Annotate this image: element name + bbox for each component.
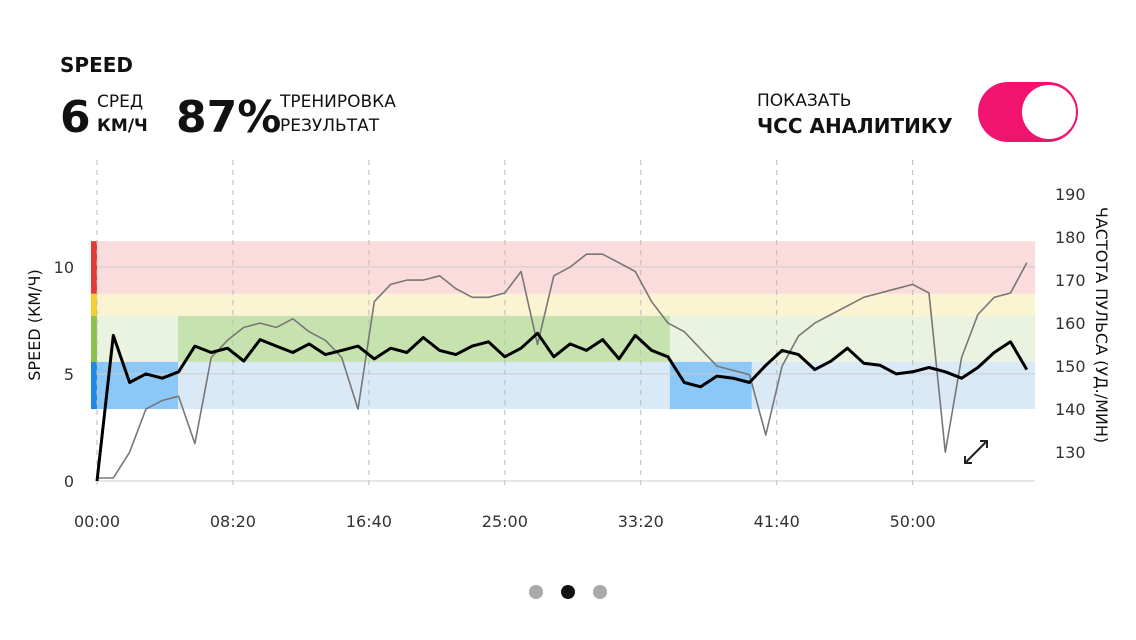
zone-highlight (669, 361, 752, 410)
toggle-knob (1022, 85, 1076, 139)
zone-band (97, 293, 1035, 316)
result-label: РЕЗУЛЬТАТ (280, 116, 380, 136)
y2-tick-label: 180 (1055, 228, 1086, 247)
toggle-label: ЧСС АНАЛИТИКУ (757, 114, 953, 138)
result-label: ТРЕНИРОВКА (279, 92, 396, 112)
zone-strip (91, 241, 97, 294)
toggle[interactable] (978, 82, 1078, 142)
pager-dot[interactable] (529, 585, 543, 599)
y-tick-label: 10 (54, 258, 74, 277)
y2-tick-label: 130 (1055, 443, 1086, 462)
avg-unit: КМ/Ч (97, 116, 148, 136)
expand-arrow (964, 456, 972, 464)
x-tick-label: 25:00 (482, 512, 528, 531)
zone-strip (91, 361, 97, 410)
y-tick-label: 5 (64, 365, 74, 384)
y2-tick-label: 160 (1055, 314, 1086, 333)
x-tick-label: 08:20 (210, 512, 256, 531)
chart: 00:00 08:20 16:40 25:00 33:20 41:40 50:00 0 5 10 1… (25, 160, 1111, 531)
y-tick-label: 0 (64, 472, 74, 491)
zone-strip (91, 293, 97, 316)
series-line (95, 331, 1029, 482)
pager-dot[interactable] (593, 585, 607, 599)
x-tick-label: 41:40 (754, 512, 800, 531)
avg-value: 6 (60, 92, 91, 143)
y2-axis-title: ЧАСТОТА ПУЛЬСА (УД./МИН) (1092, 207, 1111, 443)
zone-band (97, 241, 1035, 294)
series-line (97, 253, 1028, 479)
zone-band (97, 361, 1035, 410)
expand-arrow (980, 440, 988, 448)
x-tick-label: 00:00 (74, 512, 120, 531)
y2-tick-label: 190 (1055, 185, 1086, 204)
result-value: 87% (176, 92, 281, 143)
y2-tick-label: 150 (1055, 357, 1086, 376)
x-tick-label: 16:40 (346, 512, 392, 531)
expand-line (964, 440, 988, 464)
pager (529, 585, 607, 599)
pager-dot[interactable] (561, 585, 575, 599)
zone-strip (91, 315, 97, 362)
y2-tick-label: 170 (1055, 271, 1086, 290)
x-tick-label: 50:00 (890, 512, 936, 531)
metric-title: SPEED (60, 53, 133, 77)
y2-tick-label: 140 (1055, 400, 1086, 419)
expand-icon[interactable] (964, 440, 988, 464)
avg-label: СРЕД (97, 92, 143, 112)
toggle-label: ПОКАЗАТЬ (757, 91, 851, 111)
x-tick-label: 33:20 (618, 512, 664, 531)
y-axis-title: SPEED (КМ/Ч) (25, 269, 44, 380)
